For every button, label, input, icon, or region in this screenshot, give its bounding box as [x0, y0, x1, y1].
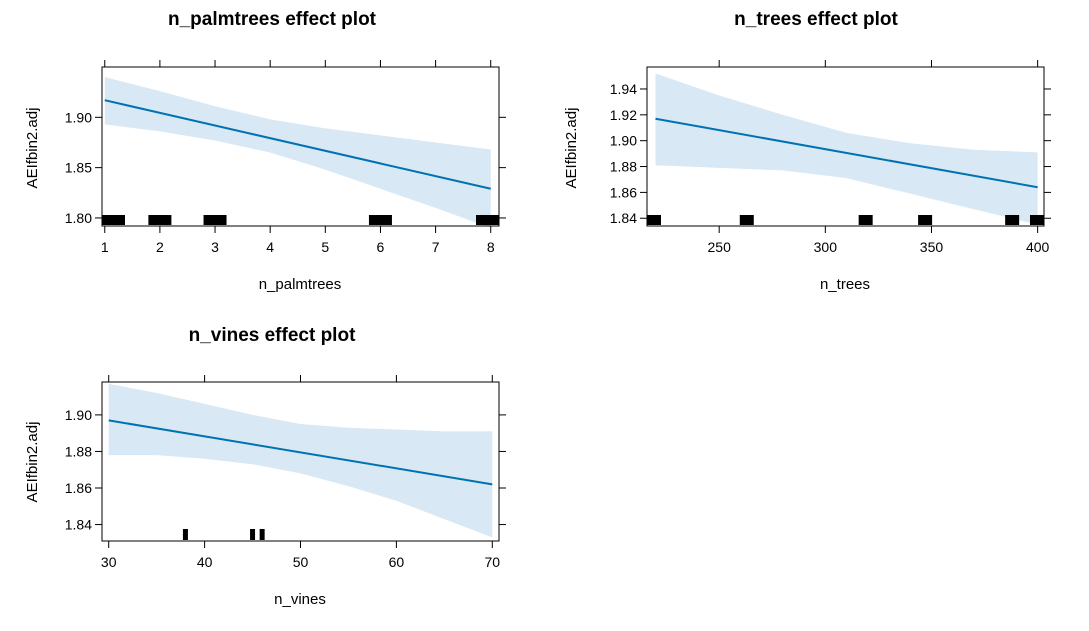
rug-mark: [647, 215, 661, 225]
x-axis-label: n_trees: [820, 276, 870, 293]
x-tick-label: 60: [389, 554, 405, 570]
x-tick-label: 8: [487, 239, 495, 255]
confidence-band: [108, 383, 493, 538]
rug-mark: [102, 215, 125, 225]
y-tick-label: 1.90: [610, 133, 637, 149]
y-tick-label: 1.90: [65, 407, 92, 423]
y-tick-label: 1.88: [610, 159, 637, 175]
y-tick-label: 1.84: [65, 517, 92, 533]
panel-n-trees: n_trees effect plot n_trees AEIfbin2.adj…: [563, 9, 1051, 293]
x-tick-label: 5: [321, 239, 329, 255]
chart-title: n_palmtrees effect plot: [168, 9, 377, 30]
confidence-band: [655, 73, 1038, 225]
y-tick-label: 1.94: [610, 81, 637, 97]
rug-mark: [1005, 215, 1020, 225]
y-tick-label: 1.84: [610, 210, 637, 226]
rug-mark: [739, 215, 754, 225]
x-tick-label: 70: [484, 554, 500, 570]
x-tick-label: 2: [156, 239, 164, 255]
panel-n-vines: n_vines effect plot n_vines AEIfbin2.adj…: [24, 325, 506, 608]
x-tick-label: 1: [101, 239, 109, 255]
y-tick-label: 1.80: [65, 210, 92, 226]
rug-mark: [476, 215, 499, 225]
confidence-band: [104, 77, 491, 226]
x-tick-label: 3: [211, 239, 219, 255]
rug-mark: [203, 215, 227, 225]
y-tick-label: 1.88: [65, 443, 92, 459]
y-tick-label: 1.92: [610, 107, 637, 123]
x-tick-label: 400: [1026, 239, 1050, 255]
x-tick-label: 250: [708, 239, 732, 255]
fit-line: [655, 117, 1038, 189]
rug-mark: [250, 529, 256, 540]
x-tick-label: 30: [101, 554, 117, 570]
y-tick-label: 1.90: [65, 109, 92, 125]
fit-line: [108, 419, 493, 486]
y-tick-label: 1.86: [610, 184, 637, 200]
x-tick-label: 4: [266, 239, 274, 255]
rug-mark: [1030, 215, 1044, 225]
rug-mark: [858, 215, 873, 225]
x-tick-label: 6: [377, 239, 385, 255]
fit-line: [104, 99, 491, 190]
y-axis-label: AEIfbin2.adj: [563, 108, 580, 189]
x-tick-label: 300: [814, 239, 838, 255]
x-tick-label: 350: [920, 239, 944, 255]
y-tick-label: 1.85: [65, 160, 92, 176]
panel-n-palmtrees: n_palmtrees effect plot n_palmtrees AEIf…: [24, 9, 506, 293]
x-tick-label: 7: [432, 239, 440, 255]
x-tick-label: 50: [293, 554, 309, 570]
rug-mark: [918, 215, 933, 225]
x-axis-label: n_palmtrees: [259, 276, 342, 293]
rug-mark: [368, 215, 392, 225]
rug-mark: [259, 529, 265, 540]
y-axis-label: AEIfbin2.adj: [24, 108, 41, 189]
chart-title: n_vines effect plot: [189, 325, 356, 346]
y-axis-label: AEIfbin2.adj: [24, 422, 41, 503]
rug-mark: [148, 215, 172, 225]
plot-frame: [101, 66, 500, 227]
x-tick-label: 40: [197, 554, 213, 570]
x-axis-label: n_vines: [274, 591, 326, 608]
y-tick-label: 1.86: [65, 480, 92, 496]
rug-mark: [182, 529, 188, 540]
chart-title: n_trees effect plot: [734, 9, 898, 30]
plot-frame: [646, 66, 1045, 227]
